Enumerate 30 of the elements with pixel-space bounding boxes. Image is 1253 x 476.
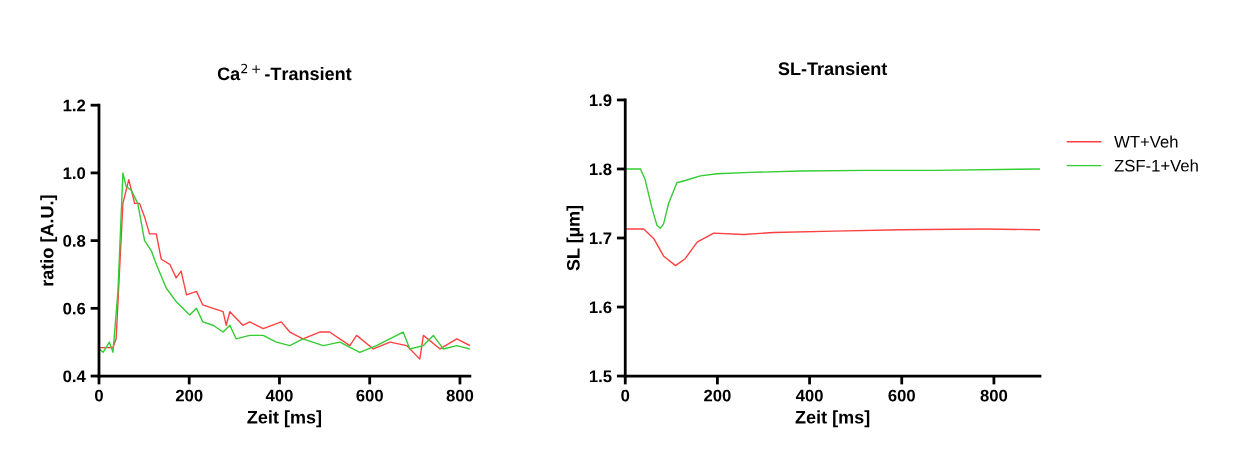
x-axis-title: Zeit [ms] bbox=[795, 410, 870, 428]
x-tick-label: 400 bbox=[265, 389, 293, 402]
y-tick-label: 1.2 bbox=[63, 99, 86, 112]
chart-title: SL-Transient bbox=[778, 61, 888, 76]
x-tick-label: 600 bbox=[356, 389, 383, 402]
y-tick-label: 1.8 bbox=[589, 163, 612, 176]
x-tick-label: 600 bbox=[888, 389, 915, 402]
x-axis-title: Zeit [ms] bbox=[247, 410, 322, 428]
x-tick-label: 0 bbox=[95, 389, 103, 402]
y-tick-label: 1.5 bbox=[589, 370, 612, 383]
y-tick-label: 0.6 bbox=[63, 302, 86, 315]
line-series bbox=[625, 168, 1040, 230]
chart-title: Ca$^{2+}$-Transient bbox=[217, 63, 352, 81]
x-tick-label: 200 bbox=[704, 389, 731, 402]
y-tick-label: 1.0 bbox=[63, 167, 86, 180]
y-tick-label: 1.7 bbox=[589, 232, 612, 245]
y-tick-label: 0.8 bbox=[63, 235, 86, 247]
x-tick-label: 200 bbox=[175, 389, 203, 402]
y-tick-label: 0.4 bbox=[63, 370, 86, 383]
y-axis-title: ratio [A.U.] bbox=[40, 195, 58, 286]
x-tick-label: 400 bbox=[795, 389, 823, 402]
x-tick-label: 800 bbox=[446, 389, 474, 402]
y-tick-label: 1.6 bbox=[589, 301, 612, 314]
y-axis-title: SL [µm] bbox=[566, 205, 584, 271]
x-tick-label: 800 bbox=[980, 389, 1008, 402]
line-series bbox=[625, 228, 1040, 267]
legend-label: WT+Veh bbox=[1114, 135, 1178, 148]
x-tick-label: 0 bbox=[621, 389, 630, 402]
y-tick-label: 1.9 bbox=[589, 94, 612, 107]
legend-label: ZSF-1+Veh bbox=[1114, 159, 1198, 172]
